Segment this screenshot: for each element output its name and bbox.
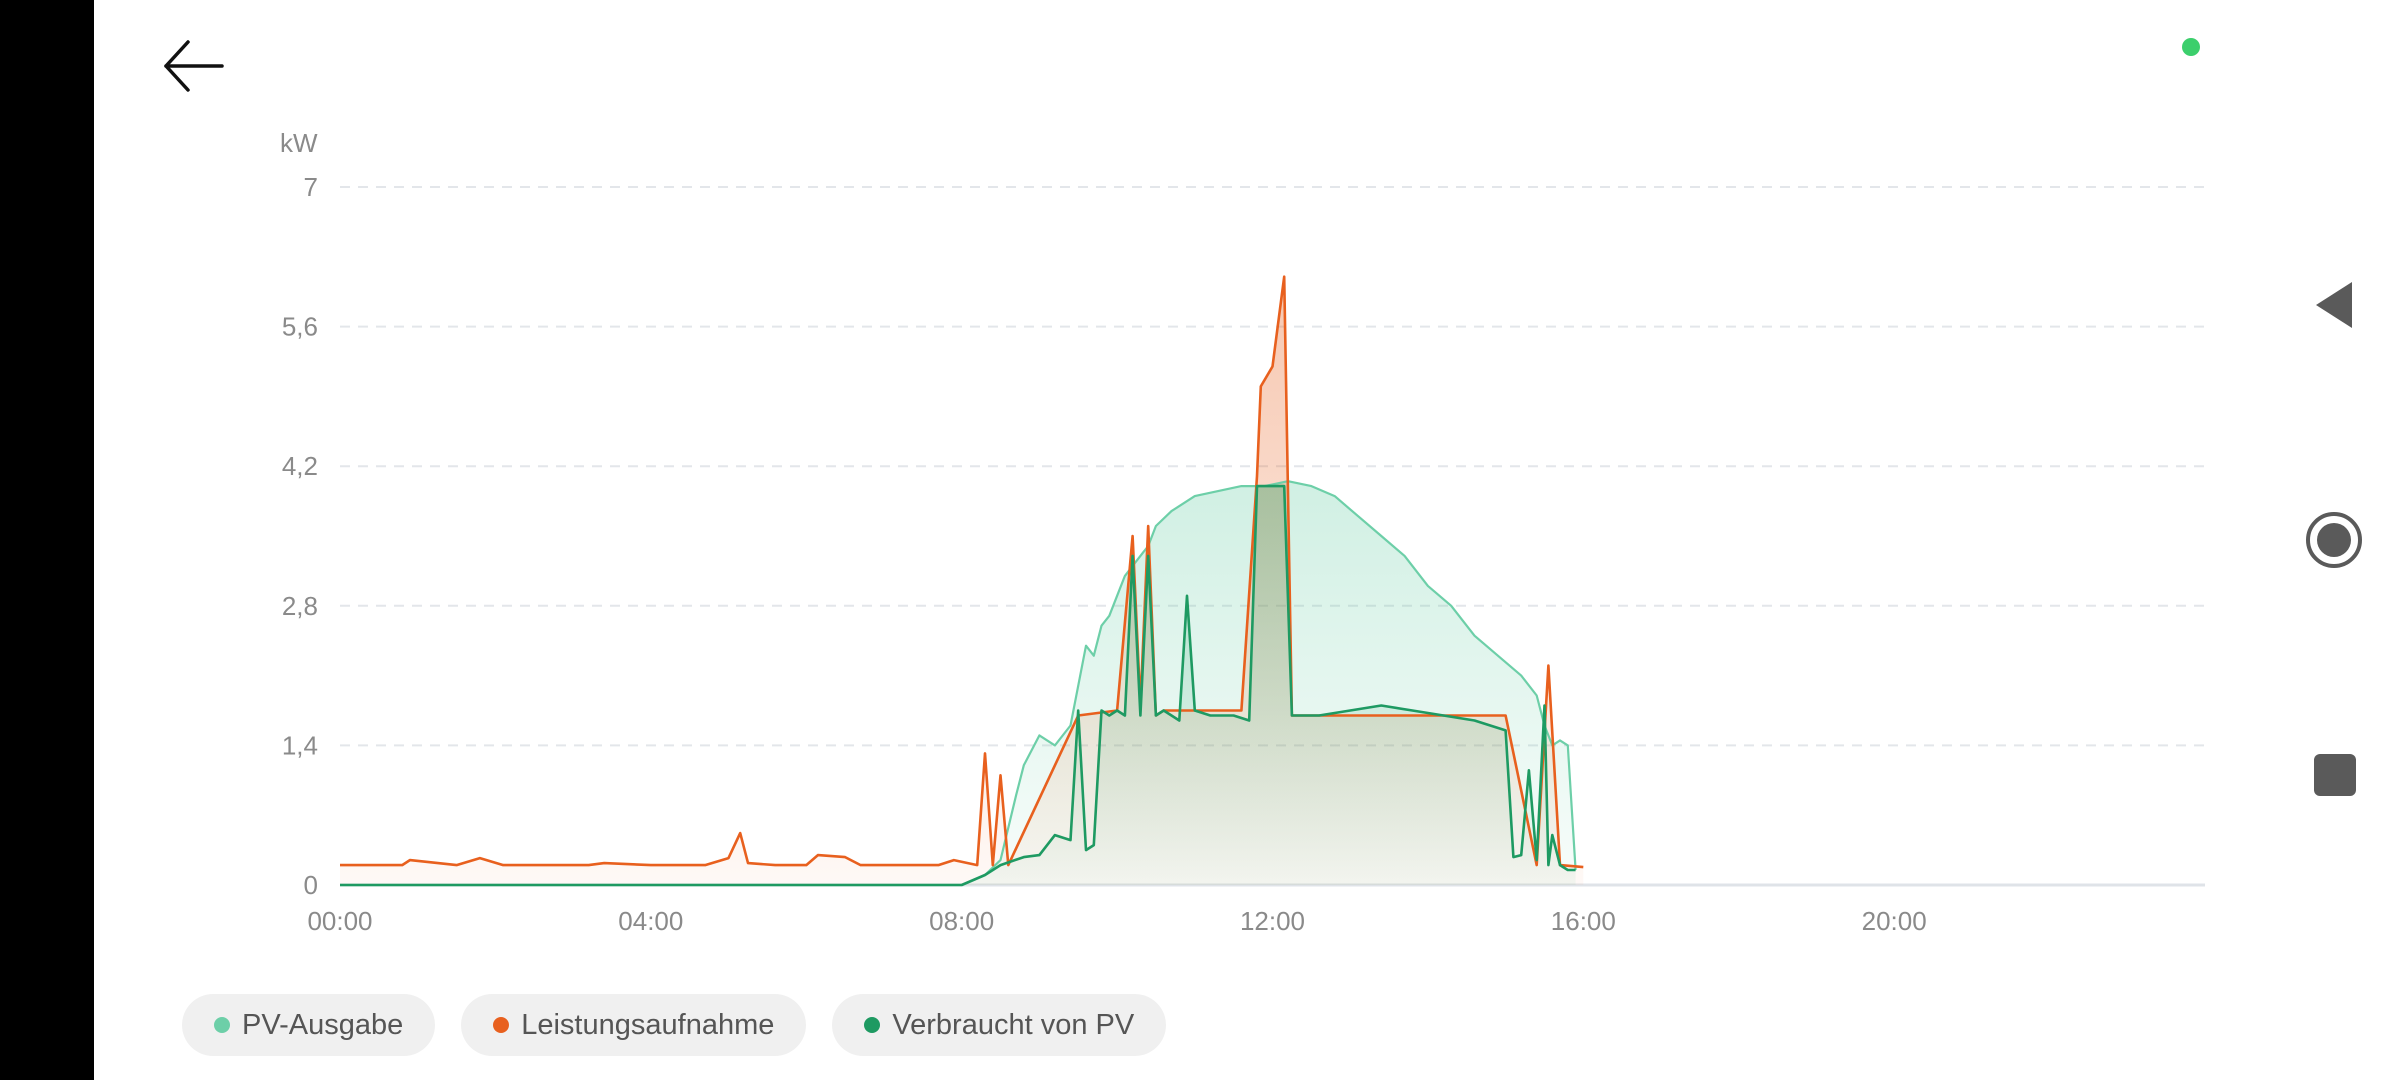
legend-chip-pv-output[interactable]: PV-Ausgabe [182, 994, 436, 1056]
triangle-left-icon [2316, 282, 2352, 328]
nav-back-button[interactable] [2312, 280, 2356, 330]
x-tick-label: 20:00 [1862, 906, 1927, 936]
y-tick-label: 5,6 [282, 312, 318, 342]
y-tick-label: 2,8 [282, 591, 318, 621]
y-axis-unit-label: kW [280, 128, 318, 158]
legend-dot-pv-output [214, 1017, 230, 1033]
x-tick-label: 08:00 [929, 906, 994, 936]
legend-dot-consumed-from-pv [864, 1017, 881, 1033]
series-line-power-consumption [340, 275, 1584, 869]
y-tick-label: 1,4 [282, 730, 318, 760]
y-tick-label: 7 [304, 172, 318, 202]
nav-home-button[interactable] [2304, 510, 2364, 570]
legend-dot-power-consumption [493, 1017, 510, 1033]
legend-label-consumed-from-pv: Verbraucht von PV [892, 1008, 1135, 1041]
legend-label-pv-output: PV-Ausgabe [242, 1008, 404, 1041]
square-recent-icon[interactable] [2314, 754, 2356, 796]
power-chart[interactable]: 0 1,4 2,8 4,2 5,6 7 00:00 04:00 08:00 12:00 16:00 2… [0, 0, 2300, 960]
y-tick-label: 4,2 [282, 451, 318, 481]
back-button[interactable] [150, 28, 240, 104]
chart-legend: PV-Ausgabe Leistungsaufnahme Verbraucht … [182, 994, 1167, 1056]
legend-chip-consumed-from-pv[interactable]: Verbraucht von PV [832, 994, 1167, 1056]
x-tick-label: 00:00 [307, 906, 372, 936]
arrow-left-icon [164, 40, 224, 92]
x-tick-label: 12:00 [1240, 906, 1305, 936]
legend-chip-power-consumption[interactable]: Leistungsaufnahme [461, 994, 807, 1056]
series-line-pv-output [340, 480, 1577, 887]
series-line-consumed-from-pv [340, 484, 1576, 887]
x-tick-label: 04:00 [618, 906, 683, 936]
series-area-consumed-from-pv [340, 486, 1576, 885]
y-tick-label: 0 [304, 870, 318, 900]
legend-label-power-consumption: Leistungsaufnahme [521, 1008, 775, 1041]
left-black-bar [0, 0, 94, 1080]
circle-home-icon [2306, 512, 2362, 568]
x-tick-label: 16:00 [1551, 906, 1616, 936]
connection-status-dot [2182, 38, 2200, 56]
